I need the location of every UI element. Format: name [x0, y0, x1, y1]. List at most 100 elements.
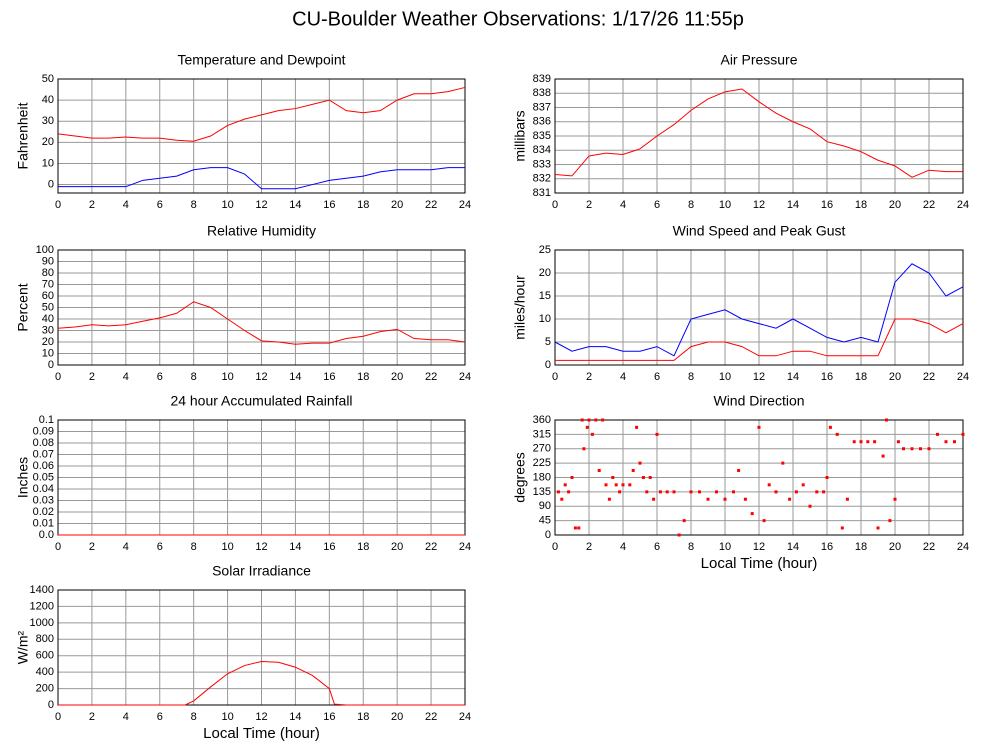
x-tick-label: 8: [688, 371, 694, 383]
data-point: [585, 425, 589, 429]
x-tick-label: 16: [821, 371, 833, 383]
x-tick-label: 2: [586, 371, 592, 383]
data-point: [743, 497, 747, 501]
data-point: [902, 447, 905, 451]
x-tick-label: 22: [425, 371, 437, 383]
chart-title: 24 hour Accumulated Rainfall: [170, 393, 352, 409]
y-tick-label: 0: [48, 178, 54, 190]
x-tick-label: 2: [586, 541, 592, 553]
x-tick-label: 0: [55, 541, 61, 553]
x-tick-label: 18: [357, 711, 369, 723]
y-tick-label: 0.0: [39, 529, 54, 541]
y-tick-label: 15: [539, 290, 551, 302]
x-tick-label: 12: [753, 199, 765, 211]
x-tick-label: 22: [923, 199, 935, 211]
x-tick-label: 16: [323, 371, 335, 383]
data-point: [732, 490, 735, 494]
chart-panel: 0 2 4 6 8 10 12 14 16 18 20 22 240459013518022527031…: [512, 393, 969, 572]
y-axis-label: Inches: [15, 457, 31, 498]
data-point: [919, 447, 922, 451]
chart-panel: 0 2 4 6 8 10 12 14 16 18 20 22 240200400600800100012…: [15, 563, 471, 742]
y-tick-label: 360: [533, 414, 551, 426]
data-point: [822, 490, 826, 494]
x-tick-label: 24: [957, 199, 969, 211]
y-tick-label: 0.03: [33, 494, 54, 506]
x-tick-label: 6: [654, 371, 660, 383]
x-tick-label: 24: [957, 371, 969, 383]
data-point: [665, 490, 669, 494]
x-tick-label: 2: [89, 541, 95, 553]
data-point: [774, 490, 778, 494]
y-tick-label: 10: [42, 157, 54, 169]
data-point: [762, 519, 766, 523]
data-point: [601, 418, 605, 422]
data-point: [672, 490, 676, 494]
x-tick-label: 24: [459, 371, 471, 383]
x-tick-label: 8: [191, 541, 197, 553]
x-tick-label: 8: [191, 371, 197, 383]
x-tick-label: 12: [255, 199, 267, 211]
data-point: [635, 425, 639, 429]
data-point: [781, 461, 785, 465]
x-tick-label: 16: [323, 199, 335, 211]
data-point: [808, 504, 812, 508]
y-tick-label: 0.09: [33, 425, 54, 437]
y-tick-label: 835: [533, 130, 551, 142]
y-tick-label: 839: [533, 73, 551, 85]
chart-title: Wind Direction: [713, 393, 804, 409]
x-tick-label: 18: [357, 371, 369, 383]
plot-frame: [57, 78, 466, 194]
data-point: [689, 490, 693, 494]
x-tick-label: 20: [391, 199, 403, 211]
data-point: [604, 483, 608, 487]
y-tick-label: 837: [533, 101, 551, 113]
y-tick-label: 50: [42, 301, 54, 313]
x-tick-label: 24: [459, 541, 471, 553]
x-tick-label: 12: [753, 541, 765, 553]
y-tick-label: 0.05: [33, 471, 54, 483]
data-point: [885, 418, 888, 422]
y-tick-label: 20: [539, 267, 551, 279]
x-tick-label: 4: [123, 199, 129, 211]
data-point: [936, 432, 939, 436]
data-point: [567, 490, 571, 494]
x-tick-label: 22: [923, 541, 935, 553]
chart-panel: 0 2 4 6 8 10 12 14 16 18 20 22 2401020304050Temperat…: [15, 52, 471, 211]
x-tick-label: 14: [787, 371, 799, 383]
data-point: [658, 490, 662, 494]
x-tick-label: 0: [552, 199, 558, 211]
x-tick-label: 10: [221, 199, 233, 211]
chart-panel: 0 2 4 6 8 10 12 14 16 18 20 22 248318328338348358368…: [512, 52, 969, 211]
x-tick-label: 14: [289, 199, 301, 211]
data-point: [893, 497, 897, 501]
data-point: [556, 490, 560, 494]
data-line: [555, 318, 964, 361]
y-tick-label: 10: [539, 313, 551, 325]
data-point: [750, 512, 754, 516]
x-tick-label: 8: [688, 199, 694, 211]
data-point: [961, 432, 965, 436]
data-point: [594, 418, 598, 422]
data-point: [840, 526, 844, 530]
y-tick-label: 315: [533, 428, 551, 440]
data-point: [597, 468, 601, 472]
x-tick-label: 2: [89, 199, 95, 211]
x-tick-label: 20: [391, 371, 403, 383]
data-point: [715, 490, 718, 494]
chart-title: Solar Irradiance: [212, 563, 311, 579]
x-tick-label: 10: [221, 371, 233, 383]
x-tick-label: 10: [221, 711, 233, 723]
x-tick-label: 22: [425, 541, 437, 553]
x-tick-label: 2: [89, 711, 95, 723]
x-tick-label: 20: [889, 541, 901, 553]
x-tick-label: 16: [821, 541, 833, 553]
data-point: [866, 440, 870, 444]
x-tick-label: 12: [753, 371, 765, 383]
data-point: [845, 497, 849, 501]
data-point: [888, 519, 892, 523]
y-tick-label: 0: [545, 529, 551, 541]
data-point: [611, 476, 615, 479]
data-point: [638, 461, 642, 465]
